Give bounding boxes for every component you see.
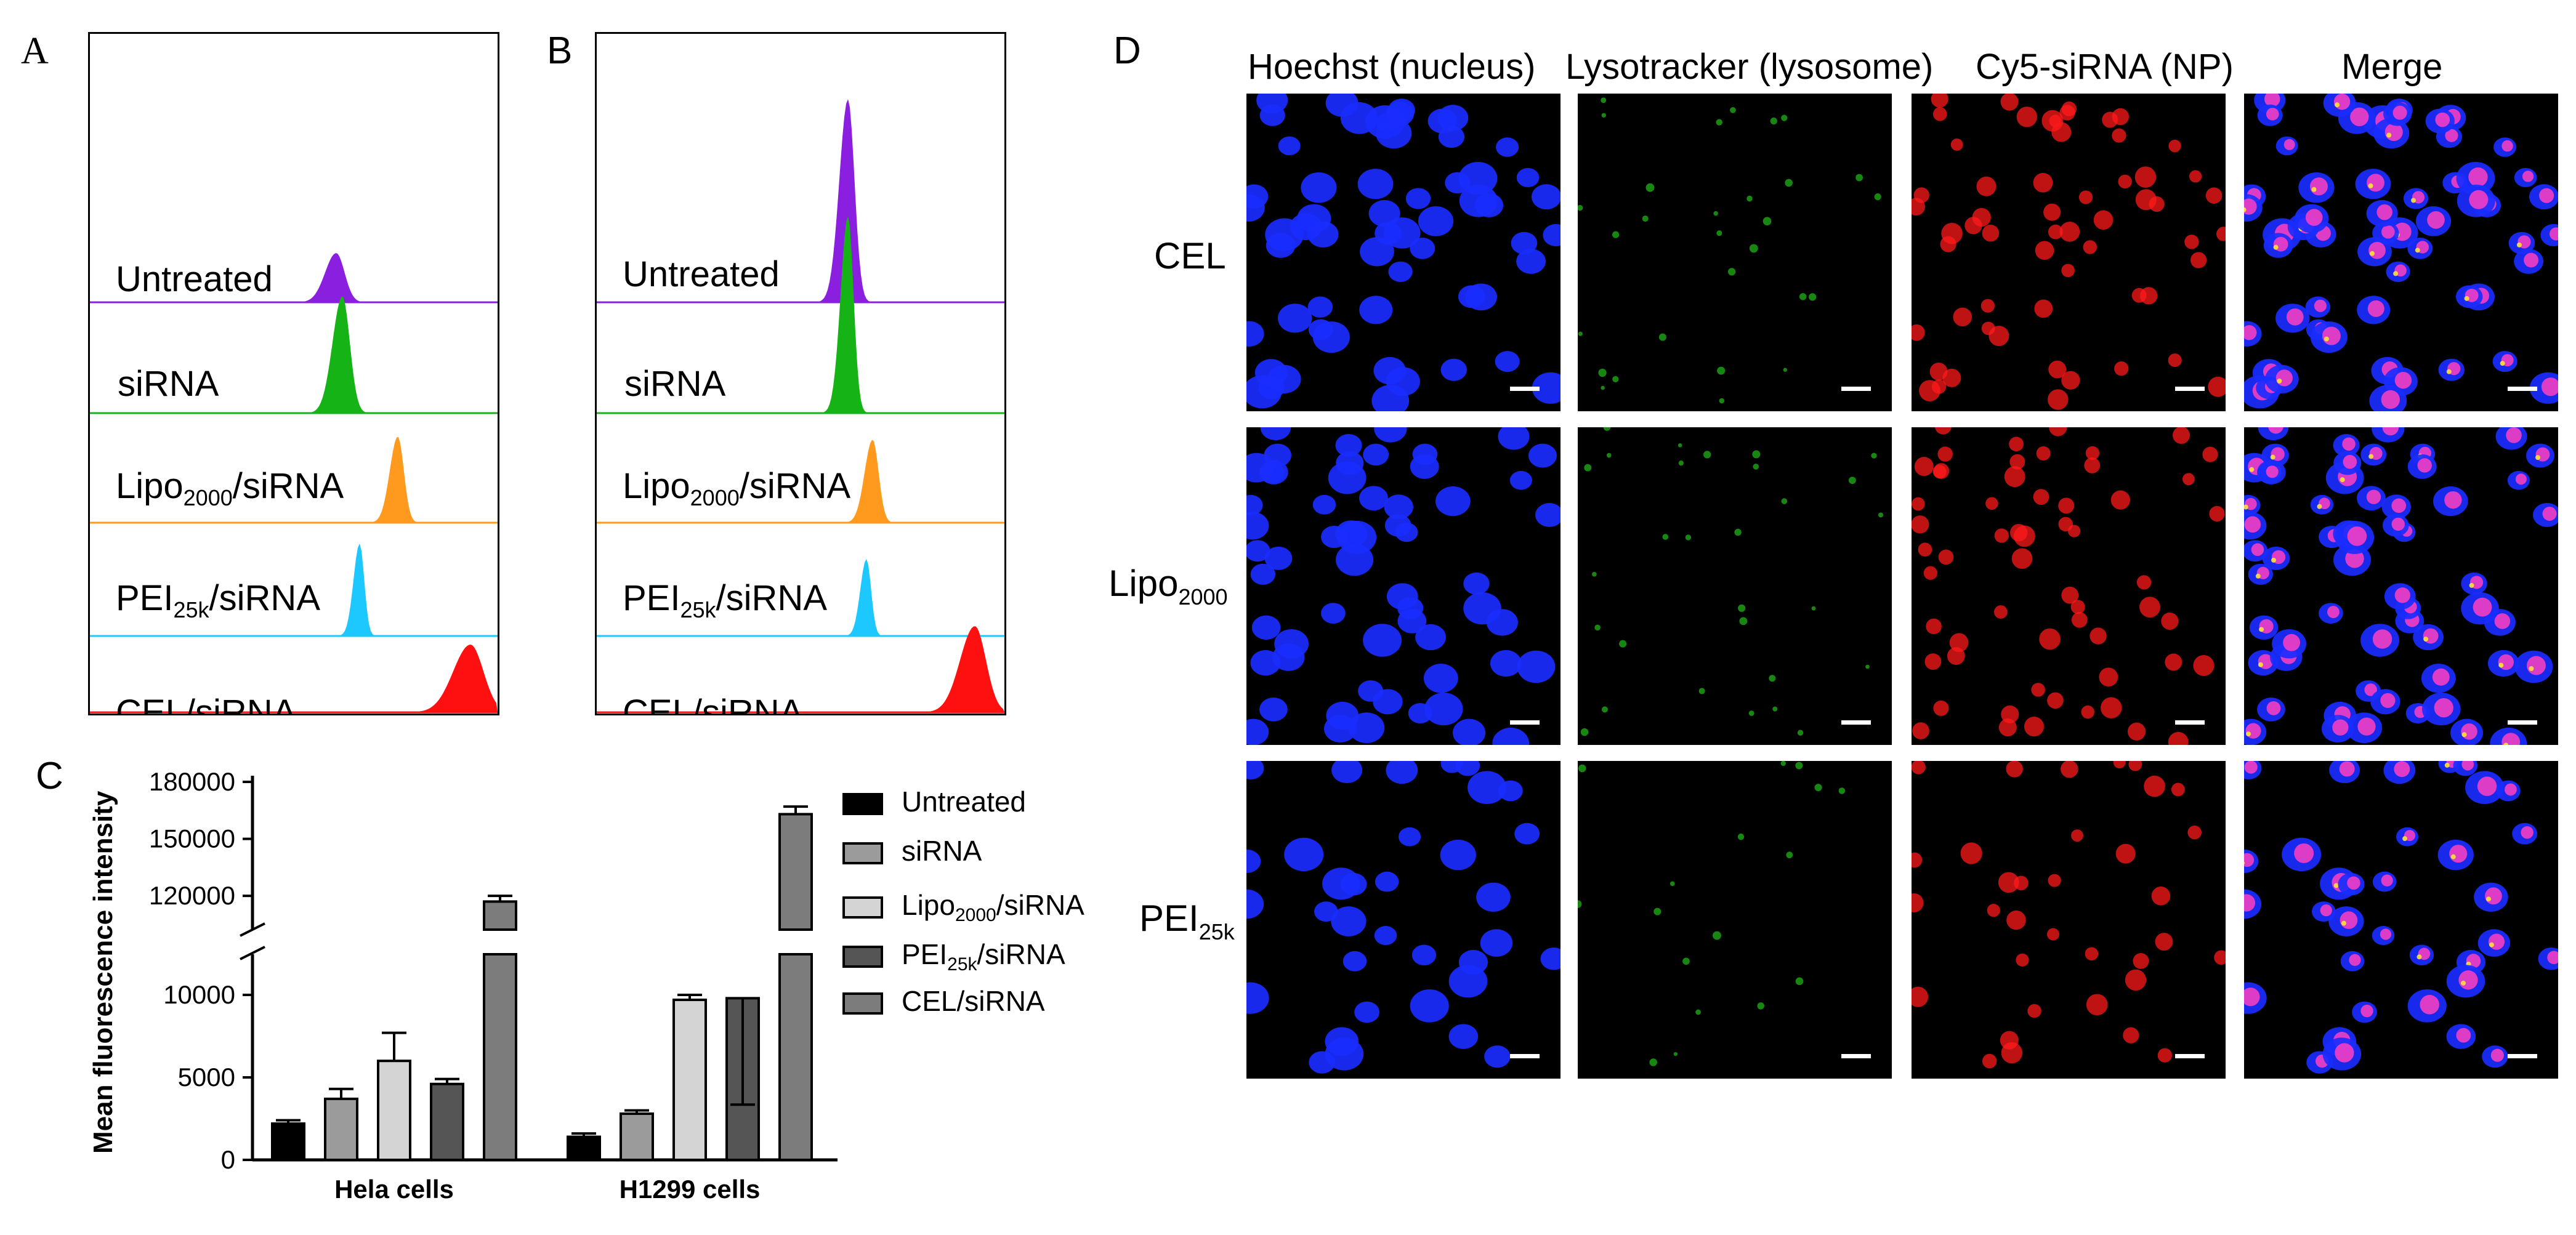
x-category-label-0: Hela cells xyxy=(334,1175,454,1204)
scale-bar-pei-lysotracker xyxy=(1841,1054,1871,1058)
y-tick-label-150000: 150000 xyxy=(149,824,235,853)
a-histogram-lipo xyxy=(90,436,498,523)
micrograph-image-lipo-merge xyxy=(2244,427,2558,745)
y-tick-label-180000: 180000 xyxy=(149,767,235,796)
micrograph-image-cel-lysotracker xyxy=(1578,97,1881,404)
hist-b-label-untreated: Untreated xyxy=(623,254,780,294)
micrograph-pei-merge xyxy=(2244,761,2558,1079)
panel-label-a: A xyxy=(21,30,49,72)
micrograph-lipo-cy5 xyxy=(1912,427,2226,745)
panel-label-c: C xyxy=(36,755,63,797)
micrograph-pei-lysotracker xyxy=(1578,761,1892,1079)
bar-untreated-1 xyxy=(567,1135,601,1161)
hist-a-label-pei: PEI25k/siRNA xyxy=(116,578,321,622)
hist-a-label-lipo: Lipo2000/siRNA xyxy=(116,466,344,510)
micrograph-image-pei-lysotracker xyxy=(1578,761,1846,1066)
histogram-plot-a xyxy=(90,253,498,714)
micrograph-lipo-lysotracker xyxy=(1578,427,1892,745)
bar-pei-0 xyxy=(430,1082,464,1161)
hist-b-label-pei: PEI25k/siRNA xyxy=(623,578,828,622)
panel-label-d: D xyxy=(1113,30,1141,72)
row-label-lipo: Lipo2000 xyxy=(1108,563,1228,609)
hist-a-label-untreated: Untreated xyxy=(116,259,273,299)
scale-bar-cel-hoechst xyxy=(1510,387,1540,391)
hist-a-label-cel: CEL/siRNA xyxy=(116,693,297,715)
axis-break-mark-lower xyxy=(240,946,265,960)
legend-item-cel: CEL/siRNA xyxy=(842,987,1045,1015)
legend-item-lipo: Lipo2000/siRNA xyxy=(842,891,1084,925)
scale-bar-cel-merge xyxy=(2508,387,2537,391)
bar-chart: 0 5000 10000 120000 150000 180000 Mean fluores… xyxy=(88,767,838,1204)
bar-cel-0-lower xyxy=(483,953,517,1161)
hist-a-label-sirna: siRNA xyxy=(118,364,219,404)
micrograph-lipo-merge xyxy=(2244,427,2558,745)
micrograph-pei-hoechst xyxy=(1246,761,1561,1079)
micrograph-image-cel-merge xyxy=(2244,94,2558,411)
bar-lipo-0 xyxy=(377,1060,411,1162)
legend-swatch-lipo xyxy=(842,896,883,919)
micrograph-image-lipo-cy5 xyxy=(1912,427,2225,745)
scale-bar-lipo-hoechst xyxy=(1510,720,1540,725)
legend-swatch-sirna xyxy=(842,842,883,864)
micrograph-cel-merge xyxy=(2244,94,2558,411)
micrograph-lipo-hoechst xyxy=(1246,427,1561,745)
a-histogram-cel xyxy=(90,645,498,712)
b-histogram-cel xyxy=(597,626,1004,712)
scale-bar-cel-lysotracker xyxy=(1841,387,1871,391)
bar-cel-1-upper xyxy=(778,813,813,931)
legend-swatch-cel xyxy=(842,992,883,1015)
scale-bar-pei-merge xyxy=(2508,1054,2537,1058)
bar-sirna-0 xyxy=(324,1097,358,1162)
scale-bar-pei-cy5 xyxy=(2175,1054,2205,1058)
bar-sirna-1 xyxy=(620,1112,654,1162)
scale-bar-pei-hoechst xyxy=(1510,1054,1540,1058)
micrograph-image-lipo-lysotracker xyxy=(1580,427,1884,736)
micrograph-cel-lysotracker xyxy=(1578,94,1892,411)
y-axis-label: Mean fluorescence intensity xyxy=(88,790,118,1154)
micrograph-image-cel-hoechst xyxy=(1246,94,1561,411)
column-title-cy5: Cy5-siRNA (NP) xyxy=(1976,47,2234,87)
micrograph-image-pei-cy5 xyxy=(1912,761,2226,1069)
scale-bar-lipo-merge xyxy=(2508,720,2537,725)
y-tick-label-5000: 5000 xyxy=(178,1063,235,1092)
legend-item-pei: PEI25k/siRNA xyxy=(842,940,1065,975)
row-label-cel: CEL xyxy=(1154,235,1226,276)
y-tick-label-0: 0 xyxy=(221,1145,235,1174)
bar-cel-0-upper xyxy=(483,900,517,931)
micrograph-cel-hoechst xyxy=(1246,94,1561,411)
column-title-lysotracker: Lysotracker (lysosome) xyxy=(1565,47,1934,87)
histogram-panel-a: Untreated siRNA Lipo2000/siRNA PEI25k/si… xyxy=(88,32,499,715)
legend-swatch-pei xyxy=(842,945,883,968)
micrograph-pei-cy5 xyxy=(1912,761,2226,1079)
panel-label-b: B xyxy=(547,30,573,72)
scale-bar-lipo-cy5 xyxy=(2175,720,2205,725)
micrograph-cel-cy5 xyxy=(1912,94,2226,411)
y-tick-label-120000: 120000 xyxy=(149,881,235,910)
micrograph-image-cel-cy5 xyxy=(1912,94,2226,410)
scale-bar-lipo-lysotracker xyxy=(1841,720,1871,725)
legend-item-sirna: siRNA xyxy=(842,837,982,865)
bar-untreated-0 xyxy=(271,1122,305,1161)
micrograph-image-pei-merge xyxy=(2244,761,2558,1074)
hist-b-label-cel: CEL/siRNA xyxy=(623,693,804,715)
micrograph-image-lipo-hoechst xyxy=(1246,427,1561,745)
column-title-hoechst: Hoechst (nucleus) xyxy=(1248,47,1536,87)
legend-item-untreated: Untreated xyxy=(842,787,1026,816)
histogram-panel-b: Untreated siRNA Lipo2000/siRNA PEI25k/si… xyxy=(595,32,1006,715)
y-tick-label-10000: 10000 xyxy=(163,980,235,1009)
column-title-merge: Merge xyxy=(2341,47,2443,87)
row-label-pei: PEI25k xyxy=(1139,898,1235,944)
micrograph-image-pei-hoechst xyxy=(1246,761,1561,1074)
x-category-label-1: H1299 cells xyxy=(620,1175,761,1204)
axis-break-mark-upper xyxy=(240,922,265,937)
hist-b-label-sirna: siRNA xyxy=(624,364,726,404)
histogram-plot-b xyxy=(597,99,1004,714)
bar-cel-1-lower xyxy=(778,953,813,1161)
scale-bar-cel-cy5 xyxy=(2175,387,2205,391)
hist-b-label-lipo: Lipo2000/siRNA xyxy=(623,466,851,510)
bar-lipo-1 xyxy=(672,999,707,1161)
legend-swatch-untreated xyxy=(842,792,883,815)
